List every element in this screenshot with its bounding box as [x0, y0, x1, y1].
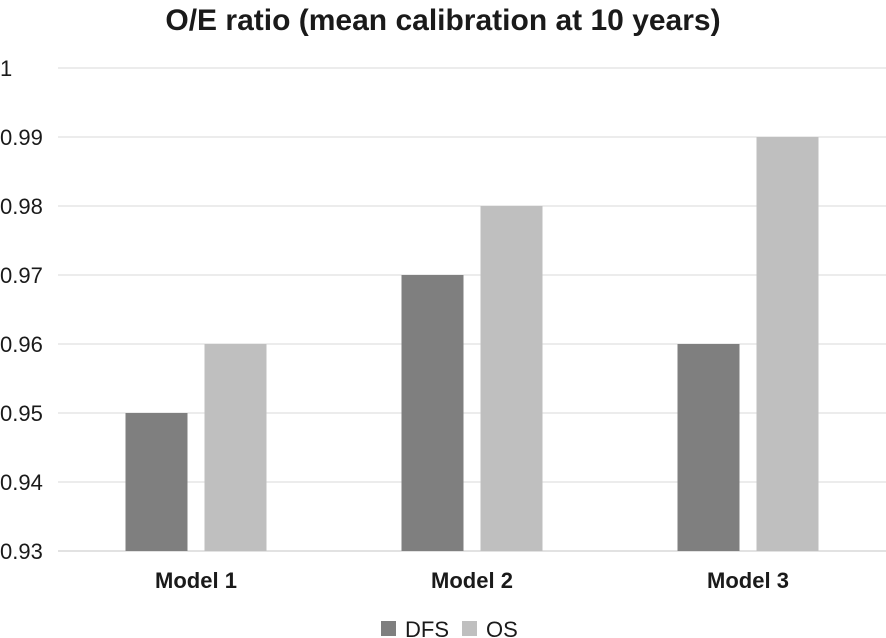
legend-swatch-dfs [381, 621, 396, 636]
x-category-label: Model 1 [155, 568, 237, 593]
y-tick-label: 0.98 [0, 194, 43, 219]
y-tick-label: 0.96 [0, 332, 43, 357]
y-tick-label: 0.95 [0, 401, 43, 426]
y-tick-label: 0.94 [0, 470, 43, 495]
legend-label-os: OS [486, 617, 518, 638]
legend-swatch-os [462, 621, 477, 636]
y-tick-label: 1 [0, 56, 12, 81]
bar-dfs-model-2 [401, 275, 464, 551]
legend: DFS OS [381, 617, 518, 638]
y-axis-ticks: 0.93 0.94 0.95 0.96 0.97 0.98 0.99 1 [0, 56, 43, 564]
chart-title: O/E ratio (mean calibration at 10 years) [165, 4, 720, 37]
bars [125, 137, 819, 551]
y-tick-label: 0.97 [0, 263, 43, 288]
bar-dfs-model-3 [677, 344, 740, 551]
bar-os-model-3 [756, 137, 819, 551]
bar-os-model-2 [480, 206, 543, 551]
x-axis-categories: Model 1 Model 2 Model 3 [155, 568, 789, 593]
y-tick-label: 0.99 [0, 125, 43, 150]
x-category-label: Model 2 [431, 568, 513, 593]
bar-os-model-1 [204, 344, 267, 551]
legend-label-dfs: DFS [405, 617, 449, 638]
x-category-label: Model 3 [707, 568, 789, 593]
bar-dfs-model-1 [125, 413, 188, 551]
gridlines [58, 67, 886, 552]
y-tick-label: 0.93 [0, 539, 43, 564]
